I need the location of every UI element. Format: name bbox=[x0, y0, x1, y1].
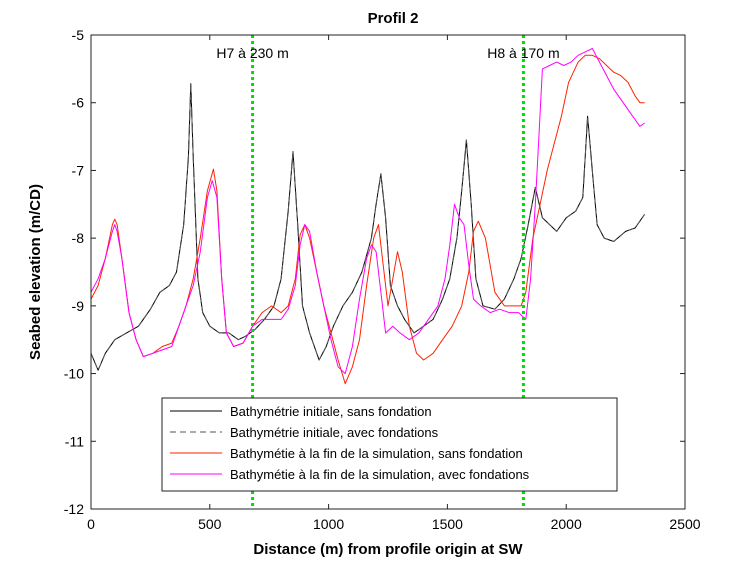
reference-lines: H7 à 230 m H8 à 170 m bbox=[216, 35, 560, 509]
axes bbox=[90, 34, 686, 510]
legend: Bathymétrie initiale, sans fondation Bath… bbox=[161, 397, 618, 492]
x-tick-label: 1500 bbox=[432, 516, 463, 532]
legend-entry-4: Bathymétie à la fin de la simulation, av… bbox=[230, 467, 530, 482]
legend-entry-3: Bathymétie à la fin de la simulation, sa… bbox=[230, 446, 523, 461]
y-tick-label: -10 bbox=[64, 366, 84, 382]
series-line-2 bbox=[90, 83, 646, 371]
x-axis-label: Distance (m) from profile origin at SW bbox=[253, 541, 523, 558]
legend-box bbox=[161, 397, 618, 492]
y-tick-label: -11 bbox=[65, 433, 84, 449]
series-layer bbox=[90, 48, 646, 385]
legend-entry-1: Bathymétrie initiale, sans fondation bbox=[230, 404, 432, 419]
y-tick-label: -12 bbox=[64, 501, 84, 517]
x-tick-label: 2500 bbox=[669, 516, 700, 532]
x-tick-label: 1000 bbox=[313, 516, 344, 532]
x-tick-label: 500 bbox=[198, 516, 222, 532]
reference-line-label-1: H7 à 230 m bbox=[216, 45, 288, 61]
x-ticks: 0 500 1000 1500 2000 2500 bbox=[87, 35, 701, 532]
y-tick-label: -8 bbox=[72, 230, 85, 246]
y-tick-label: -7 bbox=[72, 162, 85, 178]
series-line-4 bbox=[90, 48, 645, 375]
y-axis-label: Seabed elevation (m/CD) bbox=[27, 184, 44, 360]
legend-entry-2: Bathymétrie initiale, avec fondations bbox=[230, 425, 439, 440]
y-ticks: -12 -11 -10 -9 -8 -7 -6 -5 bbox=[64, 27, 685, 517]
reference-line-label-2: H8 à 170 m bbox=[487, 45, 559, 61]
x-tick-label: 2000 bbox=[551, 516, 582, 532]
x-tick-label: 0 bbox=[87, 516, 95, 532]
y-tick-label: -6 bbox=[72, 95, 85, 111]
y-tick-label: -5 bbox=[72, 27, 85, 43]
chart-title: Profil 2 bbox=[368, 10, 419, 27]
y-tick-label: -9 bbox=[72, 298, 85, 314]
